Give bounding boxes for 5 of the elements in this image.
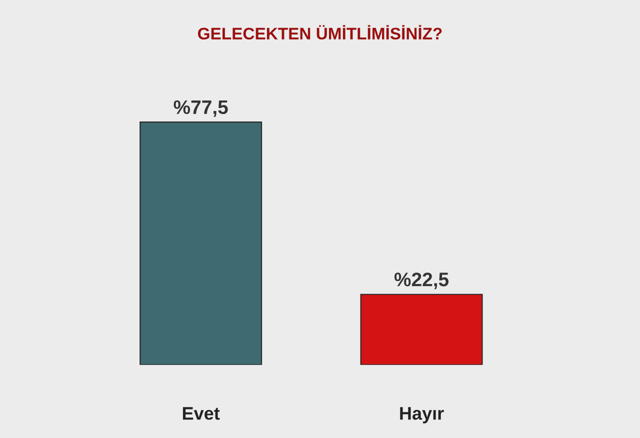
chart-title: GELECEKTEN ÜMİTLİMİSİNİZ? [198, 25, 442, 40]
data-label: %77,5 [174, 100, 228, 117]
x-tick-label: Evet [182, 407, 220, 420]
x-tick-label: Hayır [400, 407, 444, 424]
data-label: %22,5 [394, 272, 449, 290]
